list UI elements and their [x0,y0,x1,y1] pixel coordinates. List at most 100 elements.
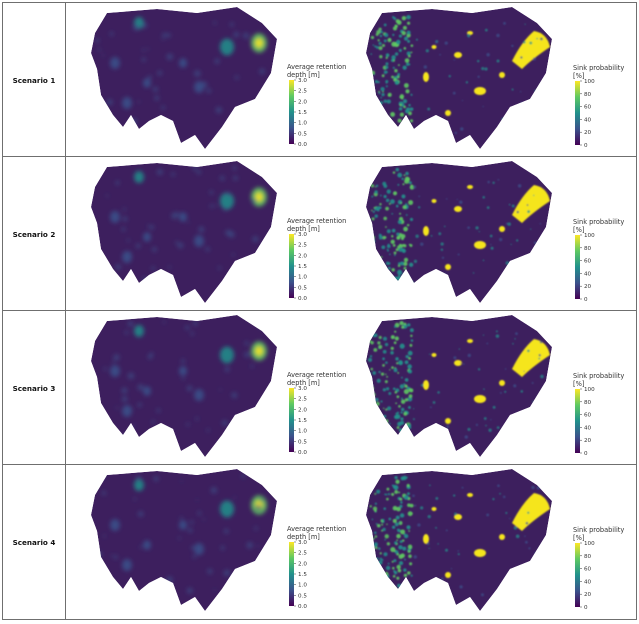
scenario-label: Scenario 1 [12,75,56,85]
colorbar-tick: 1.0 [298,429,307,435]
colorbar-title: Sink probability [573,526,624,534]
colorbar-gradient [289,542,294,606]
sink-probability-map [366,469,552,611]
colorbar-tick: 0 [584,605,588,611]
colorbar-title: Sink probability [573,64,624,72]
colorbar-tick: 2.0 [298,99,307,105]
colorbar-tick: 0.5 [298,285,307,291]
colorbar-tick: 80 [584,554,592,560]
sink-probability-map [366,161,552,303]
colorbar-gradient [289,80,294,144]
scenario-label: Scenario 2 [12,229,56,239]
colorbar-subtitle: [%] [573,380,584,388]
colorbar-gradient [575,543,580,607]
colorbar-tick: 20 [584,592,592,598]
scenario-label-cell: Scenario 3 [2,311,66,465]
colorbar-subtitle: depth [m] [287,71,320,79]
sink-probability-map [366,7,552,149]
colorbar-tick: 3.0 [298,386,307,392]
colorbar-tick: 80 [584,246,592,252]
colorbar-tick: 100 [584,233,595,239]
scenario-label-cell: Scenario 4 [2,465,66,619]
colorbar-title: Average retention [287,217,346,225]
colorbar-tick: 100 [584,79,595,85]
colorbar-tick: 2.0 [298,561,307,567]
colorbar-gradient [289,234,294,298]
colorbar-tick: 80 [584,400,592,406]
retention-depth-map [91,161,277,303]
colorbar-tick: 1.5 [298,110,307,116]
colorbar-tick: 0.5 [298,593,307,599]
colorbar-tick: 20 [584,438,592,444]
colorbar-gradient [575,389,580,453]
scenario-label: Scenario 4 [12,537,56,547]
colorbar-tick: 0.5 [298,131,307,137]
colorbar-tick: 1.0 [298,121,307,127]
colorbar-tick: 0.0 [298,142,307,148]
colorbar-tick: 0 [584,143,588,149]
scenario-label: Scenario 3 [12,383,56,393]
colorbar-tick: 0.5 [298,439,307,445]
colorbar-tick: 20 [584,284,592,290]
colorbar-tick: 60 [584,413,592,419]
scenario-row: Scenario 4 Average retention depth [m] 3.0 2… [2,464,637,620]
retention-depth-map [91,469,277,611]
colorbar-tick: 3.0 [298,78,307,84]
colorbar-tick: 1.0 [298,275,307,281]
colorbar-subtitle: [%] [573,226,584,234]
colorbar-tick: 2.5 [298,397,307,403]
sink-probability-map [366,315,552,457]
colorbar-title: Average retention [287,371,346,379]
colorbar-tick: 80 [584,92,592,98]
colorbar-tick: 1.5 [298,418,307,424]
colorbar-subtitle: [%] [573,72,584,80]
colorbar-tick: 1.5 [298,264,307,270]
colorbar-tick: 40 [584,425,592,431]
colorbar-tick: 100 [584,387,595,393]
colorbar-tick: 0.0 [298,296,307,302]
colorbar-tick: 3.0 [298,540,307,546]
colorbar-title: Sink probability [573,218,624,226]
colorbar-tick: 40 [584,271,592,277]
retention-depth-map [91,7,277,149]
colorbar-tick: 2.0 [298,407,307,413]
colorbar-subtitle: depth [m] [287,379,320,387]
colorbar-title: Average retention [287,63,346,71]
scenario-label-cell: Scenario 2 [2,157,66,311]
retention-depth-map [91,315,277,457]
colorbar-tick: 1.5 [298,572,307,578]
colorbar-tick: 2.5 [298,551,307,557]
colorbar-tick: 1.0 [298,583,307,589]
colorbar-tick: 60 [584,259,592,265]
colorbar-tick: 100 [584,541,595,547]
colorbar-gradient [575,235,580,299]
colorbar-tick: 60 [584,567,592,573]
colorbar-tick: 0 [584,297,588,303]
colorbar-tick: 2.0 [298,253,307,259]
colorbar-title: Sink probability [573,372,624,380]
colorbar-subtitle: depth [m] [287,533,320,541]
colorbar-tick: 0 [584,451,588,457]
colorbar-title: Average retention [287,525,346,533]
colorbar-tick: 40 [584,579,592,585]
scenario-row: Scenario 2 Average retention depth [m] 3.0 2… [2,156,637,311]
colorbar-tick: 2.5 [298,89,307,95]
colorbar-tick: 0.0 [298,450,307,456]
colorbar-tick: 0.0 [298,604,307,610]
scenario-row: Scenario 1 Average retention depth [m] 3.0 2… [2,2,637,157]
scenario-row: Scenario 3 Average retention depth [m] 3.0 2… [2,310,637,465]
colorbar-gradient [289,388,294,452]
colorbar-subtitle: [%] [573,534,584,542]
colorbar-tick: 20 [584,130,592,136]
colorbar-gradient [575,81,580,145]
scenario-label-cell: Scenario 1 [2,3,66,157]
colorbar-tick: 2.5 [298,243,307,249]
colorbar-tick: 60 [584,105,592,111]
colorbar-tick: 40 [584,117,592,123]
colorbar-tick: 3.0 [298,232,307,238]
